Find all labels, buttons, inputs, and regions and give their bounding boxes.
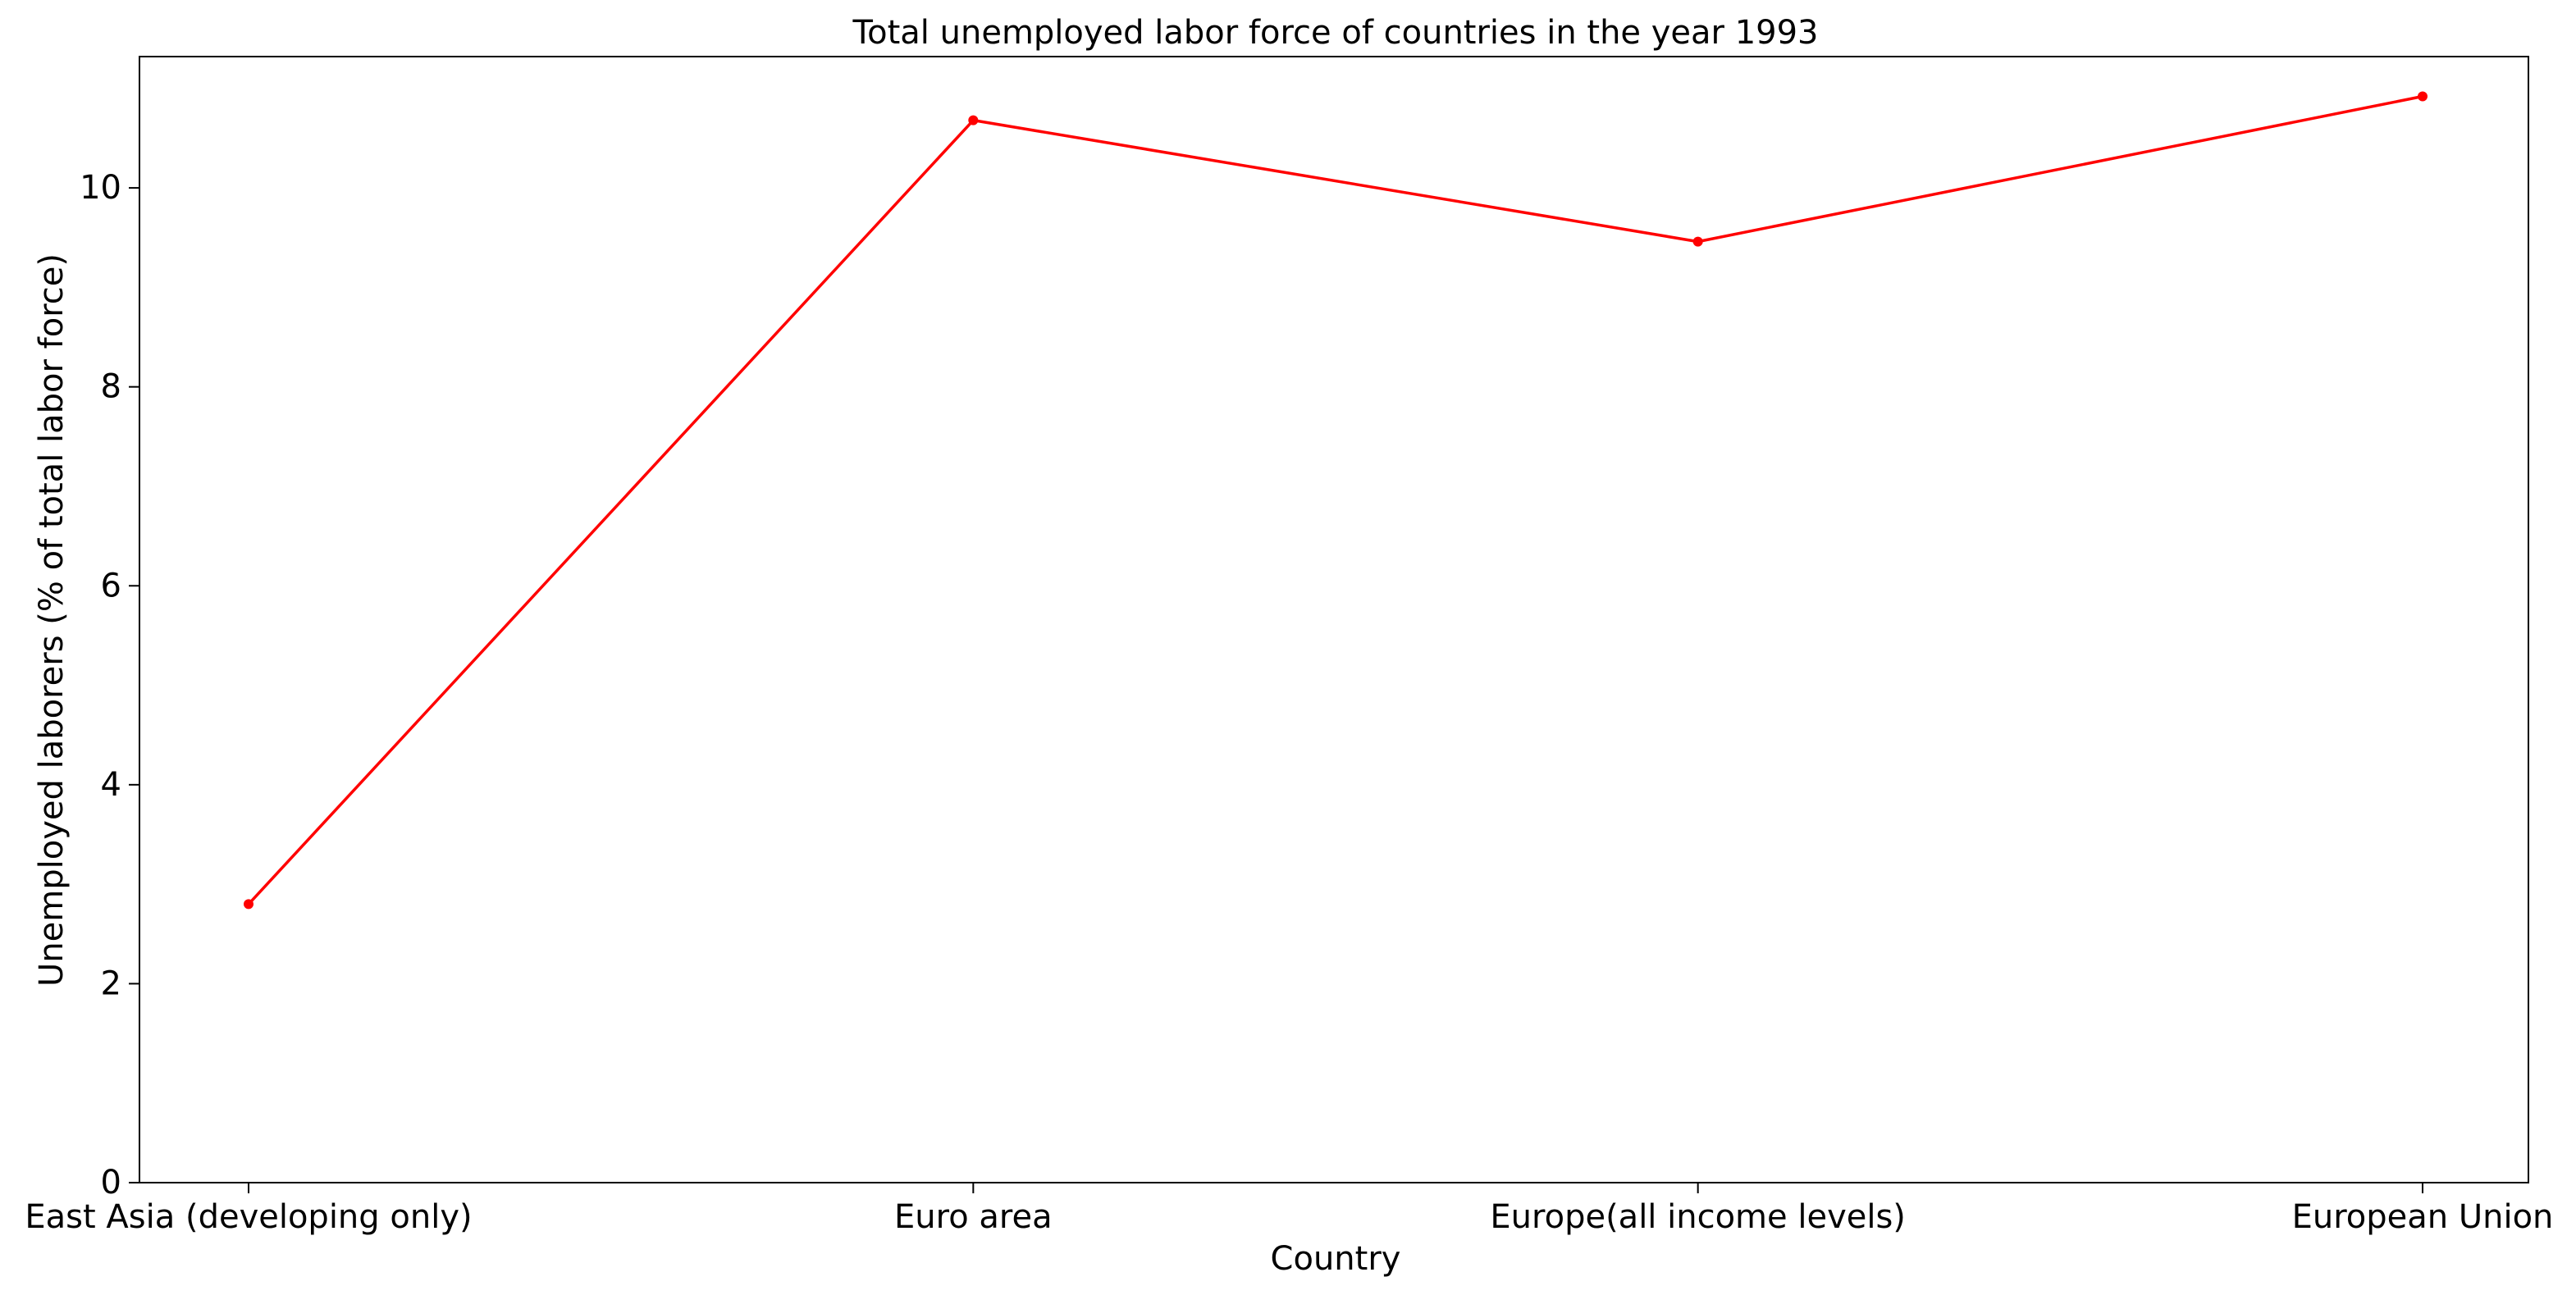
- x-tick-label: European Union: [2292, 1198, 2554, 1236]
- x-axis: East Asia (developing only) Euro area Euro…: [25, 1183, 2553, 1236]
- series-line: [247, 94, 2423, 905]
- y-tick-label: 6: [101, 567, 121, 604]
- y-tick-label: 4: [101, 766, 121, 804]
- data-point: [1692, 236, 1703, 247]
- x-tick-label: Euro area: [894, 1198, 1053, 1236]
- y-axis: 0 2 4 6 8 10: [80, 169, 139, 1202]
- series-layer: [244, 91, 2428, 910]
- plot-frame: [139, 56, 2529, 1183]
- chart-title: Total unemployed labor force of countrie…: [852, 14, 1819, 52]
- data-point: [968, 115, 979, 125]
- y-axis-label: Unemployed laborers (% of total labor fo…: [33, 253, 71, 987]
- x-tick-label: Europe(all income levels): [1490, 1198, 1906, 1236]
- y-tick-label: 0: [101, 1164, 121, 1202]
- data-point: [2418, 91, 2428, 102]
- data-point: [244, 899, 253, 910]
- x-axis-label: Country: [1271, 1240, 1401, 1278]
- y-tick-label: 2: [101, 964, 121, 1002]
- x-tick-label: East Asia (developing only): [25, 1198, 472, 1236]
- y-tick-label: 10: [80, 169, 121, 207]
- y-tick-label: 8: [101, 368, 121, 406]
